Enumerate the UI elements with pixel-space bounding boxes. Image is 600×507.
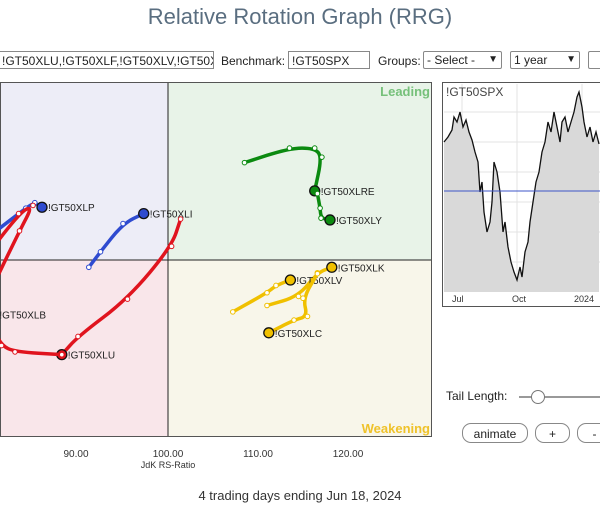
series-point [314, 270, 321, 277]
mini-chart-title: !GT50SPX [446, 85, 503, 99]
mini-x-tick: 2024 [574, 294, 594, 304]
benchmark-plot: !GT50SPX Jul Oct 2024 [442, 82, 600, 307]
series-head-point[interactable] [326, 261, 338, 273]
plot-border [0, 82, 432, 437]
series-point [295, 293, 302, 300]
series-point [314, 190, 321, 197]
groups-select-value: - Select - [427, 53, 476, 67]
groups-select[interactable]: - Select - ▼ [423, 51, 502, 69]
series-tail [0, 338, 64, 357]
x-tick-label: 110.00 [243, 449, 273, 460]
series-label: !GT50XLP [48, 203, 95, 214]
series-point [319, 154, 325, 160]
series-point [286, 145, 293, 151]
series-point [12, 349, 18, 355]
series-point [291, 317, 297, 323]
x-axis-label: JdK RS-Ratio [141, 460, 196, 470]
period-select-value: 1 year [514, 53, 548, 67]
series-point [241, 159, 248, 166]
series-label: !GT50XLU [68, 351, 115, 362]
chevron-down-icon: ▼ [566, 54, 576, 65]
series-point [124, 296, 131, 302]
extra-select[interactable] [588, 51, 600, 69]
leading-label: Leading [380, 84, 430, 99]
series-label: !GT50XLRE [321, 187, 375, 198]
series-head-point[interactable] [36, 201, 48, 213]
weakening-quadrant [168, 260, 432, 437]
series-point [16, 228, 23, 234]
series-tail [60, 217, 183, 357]
improving-quadrant [0, 82, 168, 260]
series-point [75, 333, 81, 340]
series-point [304, 313, 311, 320]
series-point [59, 351, 65, 358]
period-select[interactable]: 1 year ▼ [510, 51, 580, 69]
series-point [311, 145, 318, 151]
tail-length-slider[interactable] [519, 396, 600, 398]
tail-length-slider-handle[interactable] [531, 390, 545, 404]
series-label: !GT50XLI [150, 210, 193, 221]
mini-x-tick: Oct [512, 294, 527, 304]
groups-label: Groups: [378, 54, 421, 68]
series-point [273, 282, 279, 289]
x-tick-label: 90.00 [63, 449, 88, 460]
series-point [97, 249, 104, 255]
series-label: !GT50XLB [0, 311, 46, 322]
series-head-point[interactable] [138, 207, 150, 220]
chevron-down-icon: ▼ [488, 54, 498, 65]
benchmark-label: Benchmark: [221, 54, 286, 68]
series-label: !GT50XLK [338, 263, 385, 274]
mini-x-tick: Jul [452, 294, 464, 304]
series-label: !GT50XLC [275, 329, 322, 340]
benchmark-input[interactable]: !GT50SPX [288, 51, 370, 69]
lagging-quadrant [0, 260, 168, 437]
x-tick-label: 120.00 [333, 449, 364, 460]
series-label: !GT50XLY [336, 216, 382, 227]
series-point [317, 205, 323, 211]
series-point [86, 264, 92, 271]
series-head-point[interactable] [284, 274, 297, 286]
rrg-plot: Leading Weakening !GT50XLRE !GT50XLY !GT50… [0, 82, 432, 437]
page-title: Relative Rotation Graph (RRG) [147, 4, 453, 29]
series-point [0, 342, 5, 349]
x-axis: 90.00 100.00 110.00 120.00 JdK RS-Ratio [63, 449, 364, 470]
series-point [318, 215, 324, 221]
series-head-point[interactable] [263, 327, 275, 339]
x-tick-label: 100.00 [153, 449, 184, 460]
minus-button[interactable]: - [577, 423, 600, 443]
symbols-input[interactable]: !GT50XLU,!GT50XLF,!GT50XLV,!GT50XLC [0, 51, 214, 69]
series-head-point[interactable] [324, 214, 336, 226]
series-point [264, 289, 270, 296]
series-point [30, 202, 36, 209]
series-point [15, 210, 22, 217]
series-point [168, 243, 175, 250]
tail-length-label: Tail Length: [446, 389, 508, 403]
weakening-label: Weakening [362, 421, 430, 436]
plus-button[interactable]: + [535, 423, 570, 443]
leading-quadrant [168, 82, 432, 260]
series-point [177, 216, 184, 222]
benchmark-line [443, 89, 600, 283]
benchmark-mini-chart: !GT50SPX Jul Oct 2024 [442, 82, 600, 307]
series-point [264, 302, 270, 309]
series-label: !GT50XLV [296, 276, 342, 287]
footer-status: 4 trading days ending Jun 18, 2024 [198, 488, 402, 503]
series-point [230, 309, 236, 315]
series-point [300, 295, 306, 302]
animate-button[interactable]: animate [462, 423, 528, 443]
rrg-chart: Leading Weakening !GT50XLRE !GT50XLY !GT50… [0, 82, 432, 437]
series-point [120, 220, 126, 227]
toolbar: !GT50XLU,!GT50XLF,!GT50XLV,!GT50XLC Benc… [0, 50, 600, 74]
